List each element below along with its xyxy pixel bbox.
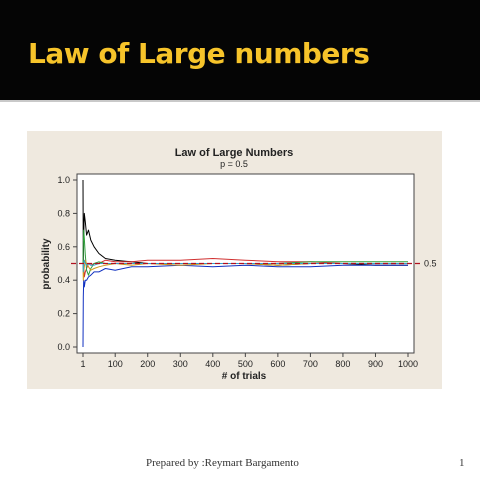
x-tick-label: 700 — [303, 359, 318, 369]
y-tick-label: 0.2 — [57, 309, 70, 319]
reference-line-label: 0.5 — [424, 259, 437, 269]
series-line-3 — [82, 258, 408, 278]
y-tick-label: 0.6 — [57, 242, 70, 252]
series-layer — [82, 179, 408, 348]
slide-header: Law of Large numbers — [0, 0, 480, 100]
x-tick-label: 1 — [80, 359, 85, 369]
x-tick-label: 1000 — [398, 359, 418, 369]
x-tick-label: 900 — [368, 359, 383, 369]
header-divider — [0, 100, 480, 102]
chart-subtitle: p = 0.5 — [220, 159, 248, 169]
y-tick-label: 1.0 — [57, 175, 70, 185]
law-of-large-numbers-chart: Law of Large Numbers p = 0.5 0.00.20.40.… — [27, 131, 442, 389]
y-tick-label: 0.0 — [57, 342, 70, 352]
series-line-6 — [82, 259, 408, 273]
x-tick-label: 600 — [270, 359, 285, 369]
chart-title: Law of Large Numbers — [175, 147, 294, 159]
footer-credit: Prepared by :Reymart Bargamento — [146, 457, 299, 469]
x-tick-label: 100 — [108, 359, 123, 369]
x-tick-label: 300 — [173, 359, 188, 369]
y-tick-label: 0.8 — [57, 208, 70, 218]
x-tick-label: 400 — [205, 359, 220, 369]
y-axis: 0.0 0.2 0.4 0.6 0.8 1.0 — [57, 175, 77, 352]
x-tick-label: 500 — [238, 359, 253, 369]
y-axis-label: probability — [41, 238, 52, 290]
page-number: 1 — [459, 457, 465, 469]
x-axis: 1 100 200 300 400 500 600 700 800 900 1000 — [80, 353, 418, 369]
y-tick-label: 0.4 — [57, 275, 70, 285]
slide-title: Law of Large numbers — [28, 37, 370, 70]
reference-layer: 0.5 — [71, 259, 437, 269]
x-axis-label: # of trials — [222, 371, 267, 382]
series-line-2 — [82, 264, 408, 348]
x-tick-label: 200 — [140, 359, 155, 369]
x-tick-label: 800 — [335, 359, 350, 369]
